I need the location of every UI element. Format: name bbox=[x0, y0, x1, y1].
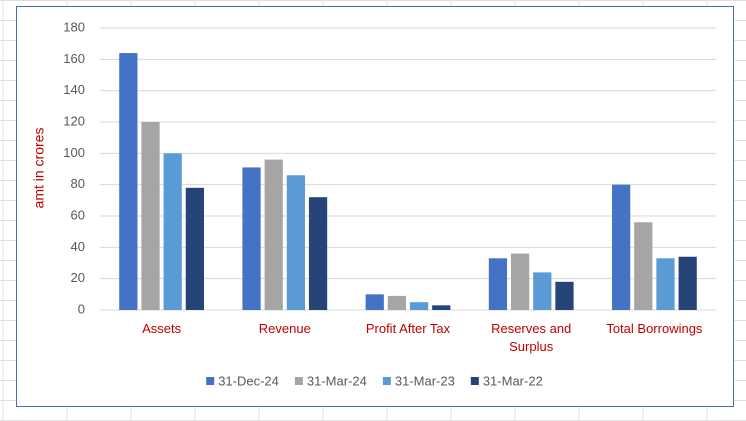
bar bbox=[409, 302, 429, 310]
legend-label: 31-Mar-24 bbox=[307, 373, 367, 388]
bar bbox=[185, 187, 204, 310]
x-tick-label: Profit After Tax bbox=[365, 321, 451, 336]
x-tick-label: Assets bbox=[142, 321, 182, 336]
bar bbox=[242, 167, 261, 310]
y-tick-label: 60 bbox=[71, 207, 85, 222]
bar bbox=[634, 222, 653, 310]
y-tick-label: 120 bbox=[63, 113, 85, 128]
bar bbox=[533, 272, 552, 310]
bar bbox=[387, 295, 407, 310]
bar bbox=[163, 153, 182, 310]
legend-label: 31-Mar-23 bbox=[395, 373, 455, 388]
legend-swatch bbox=[470, 377, 479, 385]
x-tick-label: Total Borrowings bbox=[606, 321, 703, 336]
bar bbox=[488, 258, 508, 310]
y-tick-label: 160 bbox=[63, 51, 85, 66]
y-tick-label: 80 bbox=[71, 176, 85, 191]
y-tick-label: 140 bbox=[63, 82, 85, 97]
bar bbox=[308, 197, 328, 310]
bar bbox=[119, 53, 138, 311]
bar bbox=[656, 258, 675, 310]
bar bbox=[555, 281, 574, 310]
bar bbox=[141, 122, 160, 310]
y-tick-label: 40 bbox=[71, 239, 85, 254]
bar bbox=[510, 253, 530, 310]
x-tick-label: Reserves and Surplus bbox=[491, 321, 572, 354]
bar bbox=[365, 294, 384, 310]
y-tick-label: 20 bbox=[71, 270, 85, 285]
x-tick-label: Revenue bbox=[258, 321, 311, 336]
bar bbox=[678, 256, 697, 310]
legend-swatch bbox=[382, 377, 391, 385]
legend-swatch bbox=[294, 377, 303, 385]
legend-label: 31-Mar-22 bbox=[483, 373, 543, 388]
y-tick-label: 100 bbox=[63, 145, 85, 160]
y-tick-label: 180 bbox=[63, 19, 85, 34]
bar bbox=[612, 184, 631, 310]
legend-label: 31-Dec-24 bbox=[218, 373, 279, 388]
bar bbox=[286, 175, 306, 310]
legend-swatch bbox=[206, 377, 215, 385]
y-tick-label: 0 bbox=[78, 301, 85, 316]
bar bbox=[264, 159, 283, 310]
y-axis-label: amt in crores bbox=[31, 128, 47, 209]
bar bbox=[432, 305, 451, 310]
